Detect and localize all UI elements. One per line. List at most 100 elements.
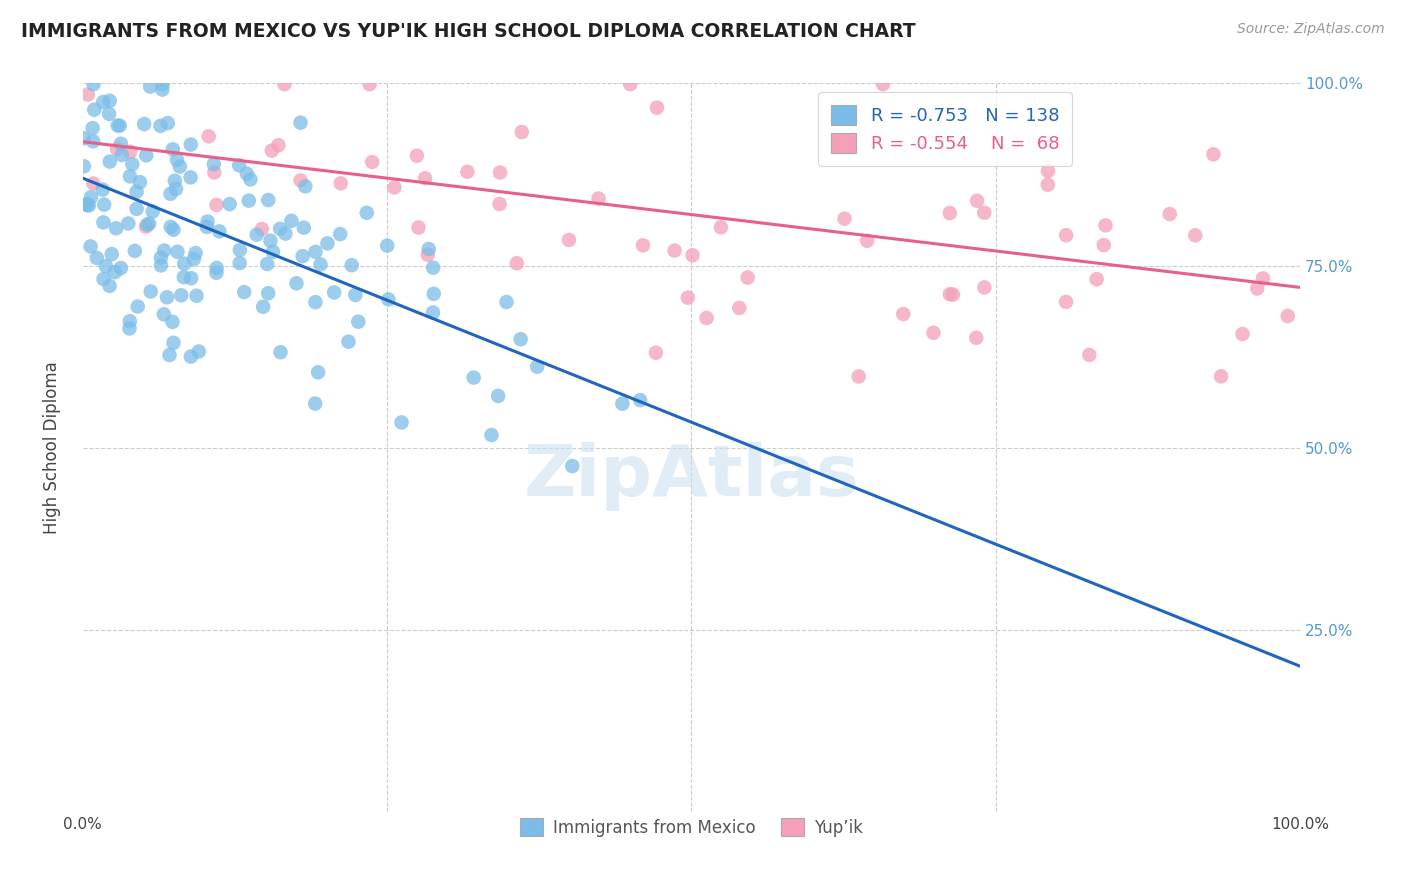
Point xyxy=(922,326,945,340)
Point xyxy=(294,179,316,194)
Point xyxy=(1232,326,1254,341)
Point xyxy=(121,157,143,171)
Text: IMMIGRANTS FROM MEXICO VS YUP'IK HIGH SCHOOL DIPLOMA CORRELATION CHART: IMMIGRANTS FROM MEXICO VS YUP'IK HIGH SC… xyxy=(21,22,915,41)
Point xyxy=(509,332,531,346)
Point xyxy=(405,149,427,163)
Point xyxy=(127,300,149,314)
Point xyxy=(329,227,352,241)
Point xyxy=(76,197,98,211)
Point xyxy=(156,290,179,304)
Text: Source: ZipAtlas.com: Source: ZipAtlas.com xyxy=(1237,22,1385,37)
Point xyxy=(260,144,283,158)
Point xyxy=(329,177,352,191)
Point xyxy=(228,158,250,172)
Point xyxy=(1036,164,1059,178)
Point xyxy=(105,142,128,156)
Point xyxy=(197,129,219,144)
Point xyxy=(180,271,202,285)
Point xyxy=(384,180,406,194)
Point xyxy=(166,244,188,259)
Point xyxy=(82,177,104,191)
Point xyxy=(252,300,274,314)
Point xyxy=(269,345,291,359)
Legend: Immigrants from Mexico, Yup’ik: Immigrants from Mexico, Yup’ik xyxy=(513,812,870,844)
Point xyxy=(150,82,173,96)
Point xyxy=(73,159,96,173)
Point xyxy=(159,348,181,362)
Point xyxy=(290,173,312,187)
Point xyxy=(309,257,332,271)
Point xyxy=(86,251,108,265)
Point xyxy=(939,287,962,301)
Point xyxy=(1036,178,1059,192)
Point xyxy=(526,359,548,374)
Point xyxy=(149,119,172,133)
Point xyxy=(710,220,733,235)
Point xyxy=(848,369,870,384)
Point xyxy=(291,249,314,263)
Point xyxy=(939,206,962,220)
Point xyxy=(111,148,134,162)
Point xyxy=(375,238,398,252)
Point xyxy=(416,248,439,262)
Point xyxy=(236,167,259,181)
Point xyxy=(304,396,326,410)
Point xyxy=(1078,348,1101,362)
Point xyxy=(173,257,195,271)
Point xyxy=(307,365,329,379)
Point xyxy=(120,145,142,159)
Point xyxy=(149,251,172,265)
Point xyxy=(1085,272,1108,286)
Point xyxy=(664,244,686,258)
Point xyxy=(1054,228,1077,243)
Point xyxy=(162,142,184,156)
Point xyxy=(280,214,302,228)
Point xyxy=(205,266,228,280)
Point xyxy=(180,170,202,185)
Point xyxy=(489,165,512,179)
Point xyxy=(238,194,260,208)
Point xyxy=(696,311,718,326)
Point xyxy=(124,244,146,258)
Point xyxy=(558,233,581,247)
Point xyxy=(142,204,165,219)
Point xyxy=(422,260,444,275)
Point xyxy=(506,256,529,270)
Point xyxy=(208,224,231,238)
Point xyxy=(676,291,699,305)
Point xyxy=(463,370,485,384)
Point xyxy=(856,234,879,248)
Point xyxy=(495,295,517,310)
Point xyxy=(162,335,184,350)
Point xyxy=(135,219,157,234)
Point xyxy=(129,175,152,189)
Point xyxy=(1159,207,1181,221)
Point xyxy=(737,270,759,285)
Point xyxy=(418,242,440,256)
Point xyxy=(100,247,122,261)
Point xyxy=(323,285,346,300)
Point xyxy=(257,286,280,301)
Point xyxy=(136,218,159,232)
Point xyxy=(105,221,128,235)
Point xyxy=(162,315,184,329)
Point xyxy=(337,334,360,349)
Point xyxy=(118,314,141,328)
Point xyxy=(159,186,181,201)
Text: ZipAtlas: ZipAtlas xyxy=(523,442,859,511)
Point xyxy=(246,227,269,242)
Point xyxy=(73,131,96,145)
Point xyxy=(108,119,131,133)
Point xyxy=(75,197,97,211)
Point xyxy=(1184,228,1206,243)
Point xyxy=(165,182,187,196)
Point xyxy=(290,116,312,130)
Point xyxy=(173,270,195,285)
Point xyxy=(423,286,446,301)
Point xyxy=(316,236,339,251)
Point xyxy=(256,257,278,271)
Point xyxy=(891,307,914,321)
Point xyxy=(304,244,326,259)
Point xyxy=(257,193,280,207)
Point xyxy=(973,280,995,294)
